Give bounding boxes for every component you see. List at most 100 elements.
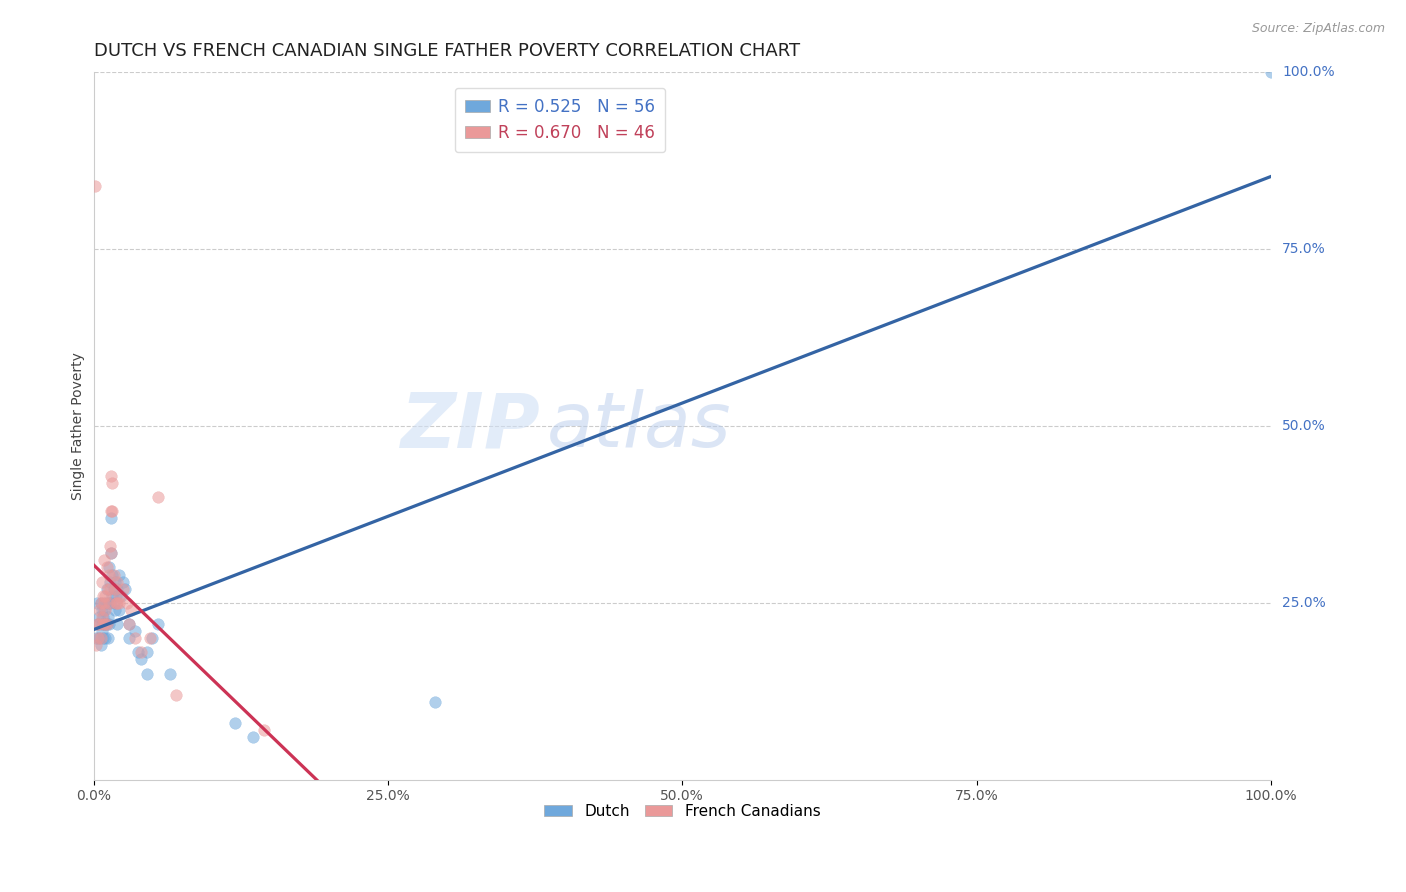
Text: 75.0%: 75.0% [1282,243,1326,256]
Point [91,589,114,603]
Point [97,617,120,632]
Point [124,624,146,639]
Point [118,617,141,632]
Text: Source: ZipAtlas.com: Source: ZipAtlas.com [1251,22,1385,36]
Point [96,582,118,596]
Point [98,574,121,589]
Point [98,582,121,596]
Point [90,617,112,632]
Point [104,596,127,610]
Point [87,617,110,632]
Point [91,610,114,624]
Point [224,716,246,731]
Point [135,666,157,681]
Point [89,610,111,624]
Point [101,504,124,518]
Point [1260,65,1282,79]
Text: 100.0%: 100.0% [1282,65,1334,79]
Y-axis label: Single Father Poverty: Single Father Poverty [72,352,86,500]
Point [108,603,131,617]
Point [118,617,141,632]
Point [423,695,446,709]
Point [90,574,112,589]
Point [108,567,131,582]
Point [101,567,124,582]
Point [98,596,121,610]
Point [101,475,124,490]
Point [100,511,122,525]
Point [103,567,125,582]
Point [101,589,124,603]
Point [87,631,110,645]
Point [91,631,114,645]
Point [100,546,122,560]
Point [84,638,107,652]
Point [90,603,112,617]
Point [103,596,125,610]
Text: DUTCH VS FRENCH CANADIAN SINGLE FATHER POVERTY CORRELATION CHART: DUTCH VS FRENCH CANADIAN SINGLE FATHER P… [94,42,800,60]
Text: 25.0%: 25.0% [1282,596,1326,610]
Point [104,582,127,596]
Point [97,631,120,645]
Point [94,589,117,603]
Point [104,589,127,603]
Point [105,596,128,610]
Point [120,603,142,617]
Point [108,589,131,603]
Point [90,610,112,624]
Point [89,603,111,617]
Point [124,631,146,645]
Point [118,631,141,645]
Point [105,582,128,596]
Point [90,631,112,645]
Point [111,582,134,596]
Point [165,688,187,702]
Point [242,730,264,744]
Point [86,617,108,632]
Point [86,596,108,610]
Point [98,539,121,553]
Point [100,546,122,560]
Point [97,560,120,574]
Point [105,574,128,589]
Point [94,603,117,617]
Point [148,617,170,632]
Point [83,178,105,193]
Legend: Dutch, French Canadians: Dutch, French Canadians [538,797,827,825]
Point [94,617,117,632]
Point [104,603,127,617]
Point [141,631,163,645]
Point [114,582,136,596]
Point [93,553,115,567]
Point [89,631,111,645]
Point [90,638,112,652]
Point [127,645,149,659]
Point [108,596,131,610]
Point [159,666,181,681]
Point [97,582,120,596]
Point [100,468,122,483]
Point [90,596,112,610]
Text: atlas: atlas [547,389,731,463]
Point [89,617,111,632]
Point [90,624,112,639]
Point [93,603,115,617]
Point [93,617,115,632]
Point [253,723,276,738]
Point [148,490,170,504]
Point [135,645,157,659]
Point [129,652,152,666]
Point [96,617,118,632]
Point [115,596,138,610]
Point [104,574,127,589]
Point [105,617,128,632]
Point [94,631,117,645]
Point [96,617,118,632]
Point [97,596,120,610]
Point [94,617,117,632]
Point [84,631,107,645]
Point [129,645,152,659]
Point [97,596,120,610]
Point [111,574,134,589]
Point [93,596,115,610]
